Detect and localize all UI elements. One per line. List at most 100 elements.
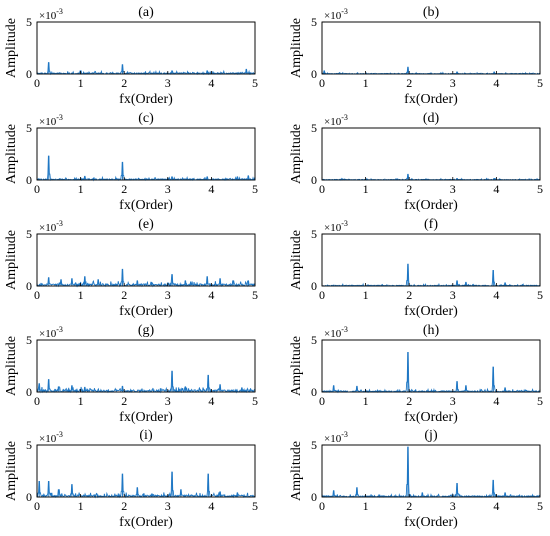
x-tick-label: 0: [34, 499, 40, 513]
plot-area: [321, 339, 541, 393]
x-tick-label: 1: [78, 499, 84, 513]
x-tick-label: 4: [208, 499, 214, 513]
y-axis-label: Amplitude: [4, 124, 19, 184]
x-tick-label: 5: [252, 288, 258, 302]
x-axis-label: fx(Order): [119, 515, 173, 530]
y-tick-label: 0: [26, 173, 32, 187]
spectrum-line: [321, 352, 541, 394]
y-tick-label: 0: [311, 490, 317, 504]
plot-area: [36, 444, 256, 498]
y-tick-label: 5: [311, 438, 317, 452]
x-tick-label: 0: [319, 499, 325, 513]
subplot-b: 0 1 2 3 4 5 0 5 ×10-3 (b) fx(Order) Amplitude: [289, 5, 543, 107]
y-axis-label: Amplitude: [289, 336, 304, 396]
plot-frame: [321, 21, 541, 75]
y-tick-label: 0: [311, 67, 317, 81]
x-tick-label: 2: [406, 394, 412, 408]
y-multiplier: ×10-3: [39, 219, 63, 234]
x-tick-label: 2: [406, 76, 412, 90]
y-axis-label: Amplitude: [4, 441, 19, 501]
x-tick-label: 1: [78, 394, 84, 408]
x-tick-label: 1: [363, 499, 369, 513]
panel-title: (h): [423, 323, 440, 338]
y-multiplier: ×10-3: [39, 325, 63, 340]
plot-frame: [321, 339, 541, 393]
y-tick-label: 5: [26, 438, 32, 452]
x-tick-label: 0: [319, 394, 325, 408]
x-tick-label: 2: [121, 182, 127, 196]
x-tick-label: 3: [165, 394, 171, 408]
x-tick-label: 3: [450, 394, 456, 408]
y-tick-label: 5: [311, 15, 317, 29]
spectrum-line: [36, 370, 256, 394]
y-axis-label: Amplitude: [289, 230, 304, 290]
y-tick-label: 5: [311, 121, 317, 135]
plot-area: [321, 444, 541, 498]
y-tick-label: 0: [311, 385, 317, 399]
y-tick-label: 0: [311, 279, 317, 293]
plot-frame: [36, 233, 256, 287]
y-multiplier: ×10-3: [324, 219, 348, 234]
x-tick-label: 2: [406, 499, 412, 513]
x-axis-label: fx(Order): [404, 410, 458, 425]
panel-title: (d): [423, 111, 440, 126]
plot-area: [321, 233, 541, 287]
plot-area: [321, 127, 541, 181]
y-axis-label: Amplitude: [289, 18, 304, 78]
y-axis-label: Amplitude: [4, 230, 19, 290]
x-tick-label: 5: [252, 182, 258, 196]
x-tick-label: 2: [406, 182, 412, 196]
x-tick-label: 4: [208, 182, 214, 196]
x-axis-label: fx(Order): [404, 304, 458, 319]
subplot-a: 0 1 2 3 4 5 0 5 ×10-3 (a) fx(Order) Amplitude: [4, 5, 258, 107]
x-tick-label: 1: [363, 288, 369, 302]
x-tick-label: 5: [537, 499, 543, 513]
y-tick-label: 5: [26, 333, 32, 347]
x-tick-label: 2: [121, 394, 127, 408]
x-tick-label: 0: [34, 182, 40, 196]
x-tick-label: 5: [537, 182, 543, 196]
x-tick-label: 4: [208, 394, 214, 408]
subplot-c: 0 1 2 3 4 5 0 5 ×10-3 (c) fx(Order) Amplitude: [4, 111, 258, 213]
subplot-e: 0 1 2 3 4 5 0 5 ×10-3 (e) fx(Order) Amplitude: [4, 217, 258, 319]
x-tick-label: 2: [406, 288, 412, 302]
y-multiplier: ×10-3: [324, 7, 348, 22]
subplot-g: 0 1 2 3 4 5 0 5 ×10-3 (g) fx(Order) Amplitude: [4, 323, 258, 425]
plot-frame: [36, 339, 256, 393]
plot-frame: [321, 233, 541, 287]
y-axis-label: Amplitude: [289, 124, 304, 184]
x-tick-label: 0: [319, 76, 325, 90]
x-tick-label: 3: [165, 288, 171, 302]
plot-frame: [36, 21, 256, 75]
x-axis-label: fx(Order): [119, 92, 173, 107]
y-tick-label: 0: [26, 385, 32, 399]
x-axis-label: fx(Order): [119, 304, 173, 319]
x-tick-label: 0: [34, 288, 40, 302]
spectrum-line: [36, 471, 256, 499]
y-tick-label: 5: [311, 333, 317, 347]
subplot-h: 0 1 2 3 4 5 0 5 ×10-3 (h) fx(Order) Amplitude: [289, 323, 543, 425]
x-tick-label: 3: [165, 76, 171, 90]
x-tick-label: 5: [537, 394, 543, 408]
y-tick-label: 5: [26, 227, 32, 241]
y-axis-label: Amplitude: [289, 441, 304, 501]
x-tick-label: 4: [208, 288, 214, 302]
y-tick-label: 5: [26, 15, 32, 29]
subplot-f: 0 1 2 3 4 5 0 5 ×10-3 (f) fx(Order) Amplitude: [289, 217, 543, 319]
x-tick-label: 3: [450, 76, 456, 90]
x-tick-label: 2: [121, 76, 127, 90]
spectrum-line: [36, 268, 256, 288]
plot-frame: [321, 444, 541, 498]
y-tick-label: 0: [26, 279, 32, 293]
y-tick-label: 0: [26, 490, 32, 504]
x-tick-label: 0: [34, 76, 40, 90]
panel-title: (g): [138, 323, 155, 338]
y-axis-label: Amplitude: [4, 18, 19, 78]
plot-area: [321, 21, 541, 75]
x-tick-label: 3: [450, 288, 456, 302]
x-tick-label: 3: [450, 499, 456, 513]
panel-title: (b): [423, 5, 440, 20]
plot-frame: [36, 444, 256, 498]
x-tick-label: 5: [537, 76, 543, 90]
x-axis-label: fx(Order): [119, 410, 173, 425]
